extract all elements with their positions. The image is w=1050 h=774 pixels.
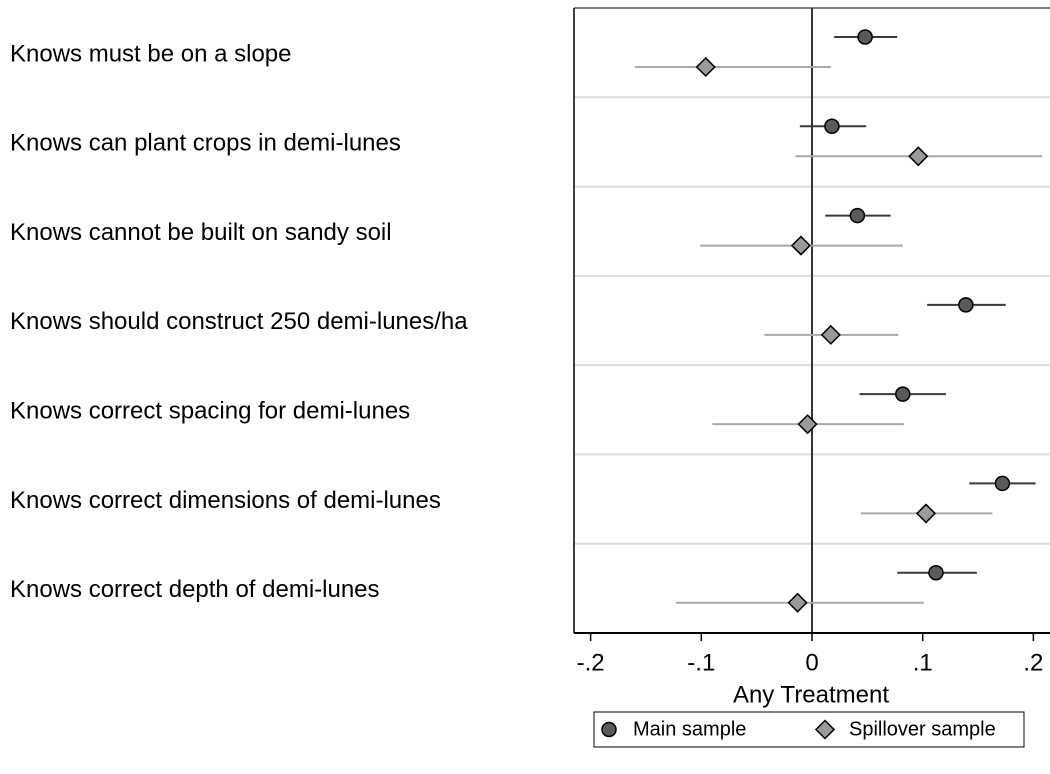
category-label: Knows can plant crops in demi-lunes [10, 130, 401, 157]
x-axis-label: Any Treatment [733, 681, 889, 708]
point-estimate [820, 324, 841, 345]
legend-box [593, 711, 1025, 748]
point-estimate [790, 235, 811, 256]
category-label: Knows must be on a slope [10, 40, 292, 67]
x-tick-label: -.1 [687, 649, 715, 676]
x-tick-label: 0 [805, 649, 818, 676]
point-estimate [928, 564, 944, 581]
point-estimate [824, 118, 840, 135]
x-tick-label: .1 [913, 649, 933, 676]
point-estimate [849, 207, 866, 224]
point-estimate [787, 592, 808, 613]
category-label: Knows cannot be built on sandy soil [10, 219, 392, 246]
point-estimate [994, 475, 1011, 492]
point-estimate [695, 56, 716, 78]
legend-marker [814, 719, 836, 740]
point-estimate [908, 146, 929, 167]
category-label: Knows correct spacing for demi-lunes [10, 397, 410, 424]
legend-label: Spillover sample [849, 718, 996, 740]
legend-label: Main sample [633, 718, 746, 740]
point-estimate [958, 297, 974, 313]
point-estimate [915, 503, 937, 524]
point-estimate [797, 414, 818, 435]
category-label: Knows correct depth of demi-lunes [10, 576, 380, 603]
x-tick-label: -.2 [577, 649, 605, 676]
category-label: Knows should construct 250 demi-lunes/ha [10, 308, 468, 335]
point-estimate [857, 29, 873, 45]
legend-marker [601, 721, 617, 738]
point-estimate [895, 386, 911, 402]
category-label: Knows correct dimensions of demi-lunes [10, 487, 441, 514]
x-tick-label: .2 [1023, 649, 1043, 676]
